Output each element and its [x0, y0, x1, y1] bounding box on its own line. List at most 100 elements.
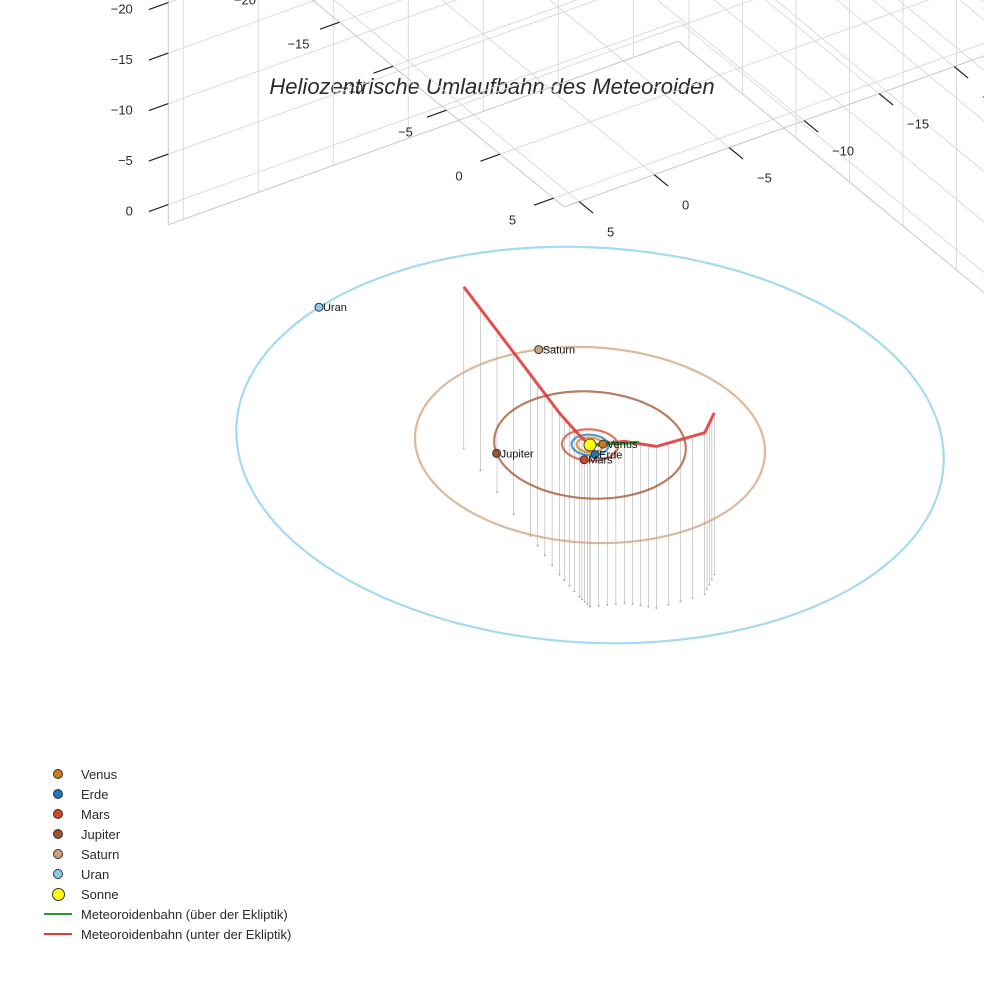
orbit-uran [235, 245, 945, 645]
orbit-jupiter [493, 390, 687, 500]
drop-line-tip [623, 602, 626, 605]
grid-line-y-floor [872, 0, 955, 67]
grid-line-x-floor [339, 0, 403, 23]
x-tick-mark [533, 197, 554, 206]
z-tick-mark [148, 153, 169, 162]
z-tick-mark [148, 103, 169, 112]
legend-item-venus[interactable]: Venus [38, 764, 291, 784]
grid-line-y-floor [441, 0, 655, 175]
grid-line-z-wall [836, 0, 984, 122]
legend-symbol-above [38, 904, 78, 924]
drop-line-tip [706, 588, 709, 591]
z-tick-mark [148, 204, 169, 213]
legend-symbol-saturn [38, 844, 78, 864]
legend-label-saturn: Saturn [81, 846, 120, 862]
drop-line-tip [667, 603, 670, 606]
z-tick-mark [148, 52, 169, 61]
planet-marker-saturn [534, 345, 544, 355]
sun-marker [583, 438, 597, 452]
legend-item-sonne[interactable]: Sonne [38, 884, 291, 904]
drop-line-tip [512, 513, 515, 516]
y-tick-label: −5 [757, 170, 772, 185]
drop-line-tip [551, 563, 554, 566]
legend-symbol-below [38, 924, 78, 944]
planet-label-erde: Erde [599, 450, 622, 462]
drop-line-tip [679, 600, 682, 603]
drop-line-tip [568, 584, 571, 587]
legend-item-below[interactable]: Meteoroidenbahn (unter der Ekliptik) [38, 924, 291, 944]
x-tick-label: −15 [287, 36, 309, 51]
drop-line-tip [710, 578, 713, 581]
drop-line-tip [589, 605, 591, 608]
grid-line-z-wall [774, 0, 984, 173]
drop-line-tip [614, 602, 617, 605]
planet-marker-venus [598, 439, 608, 449]
x-tick-mark [426, 109, 447, 118]
planet-marker-mars [579, 455, 589, 465]
drop-line-tip [631, 603, 634, 606]
legend-symbol-mars [38, 804, 78, 824]
legend-label-mars: Mars [81, 806, 110, 822]
y-tick-mark [578, 201, 594, 214]
legend-item-uran[interactable]: Uran [38, 864, 291, 884]
planet-label-venus: Venus [607, 439, 638, 451]
planet-marker-erde [590, 450, 600, 460]
drop-line-tip [496, 491, 499, 494]
grid-layer [167, 0, 984, 294]
z-tick-mark [148, 2, 169, 11]
drop-line-tip [703, 593, 706, 596]
legend-symbol-erde [38, 784, 78, 804]
z-tick-label: −5 [118, 153, 133, 168]
box-edge [311, 0, 565, 208]
planet-label-saturn: Saturn [543, 345, 575, 357]
drop-line-tip [558, 573, 561, 576]
drop-line-tip [597, 604, 600, 607]
y-tick-mark [803, 120, 819, 133]
tick-layer: −30−25−20−15−10−505−25−20−15−10−5050−5−1… [111, 0, 984, 239]
chart-title: Heliozentrische Umlaufbahn des Meteoroid… [269, 74, 715, 99]
grid-line-y-floor [333, 0, 580, 202]
grid-line-z-wall [958, 0, 984, 21]
drop-line-tip [639, 604, 642, 607]
drop-line-tip [543, 554, 546, 557]
drop-line-tip [691, 596, 694, 599]
drop-line-tip [647, 605, 650, 608]
box-edge [677, 40, 984, 294]
drop-line-tip [606, 603, 609, 606]
legend-label-uran: Uran [81, 866, 110, 882]
y-tick-mark [728, 147, 744, 160]
legend-item-above[interactable]: Meteoroidenbahn (über der Ekliptik) [38, 904, 291, 924]
drop-line-tip [462, 447, 465, 450]
legend-label-above: Meteoroidenbahn (über der Ekliptik) [81, 906, 288, 922]
legend-item-jupiter[interactable]: Jupiter [38, 824, 291, 844]
x-tick-label: −10 [341, 80, 363, 95]
drop-line-tip [536, 544, 539, 547]
orbit-layer [235, 245, 945, 645]
drop-line-tip [583, 600, 586, 603]
x-tick-label: 0 [455, 168, 462, 183]
legend-label-jupiter: Jupiter [81, 826, 121, 842]
grid-line-y-floor [764, 0, 880, 94]
legend-label-erde: Erde [81, 786, 109, 802]
legend-item-saturn[interactable]: Saturn [38, 844, 291, 864]
y-tick-label: −20 [982, 89, 984, 104]
legend-label-venus: Venus [81, 766, 118, 782]
x-tick-mark [319, 21, 340, 30]
legend-symbol-venus [38, 764, 78, 784]
grid-line-x-floor [446, 0, 755, 111]
drop-line-tip [713, 573, 716, 576]
planet-marker-uran [314, 302, 324, 312]
legend-item-erde[interactable]: Erde [38, 784, 291, 804]
y-tick-label: 0 [682, 197, 689, 212]
grid-line-y-floor [980, 0, 984, 4]
legend-item-mars[interactable]: Mars [38, 804, 291, 824]
legend: Venus Erde Mars Jupiter Saturn Uran Sonne Meteo… [38, 764, 291, 944]
legend-symbol-jupiter [38, 824, 78, 844]
box-edge [564, 55, 984, 208]
grid-line-z-wall [678, 0, 984, 44]
z-tick-label: −10 [111, 103, 133, 118]
drop-line-tip [563, 579, 566, 582]
x-tick-label: −5 [398, 124, 413, 139]
drop-line-tip [586, 603, 589, 606]
